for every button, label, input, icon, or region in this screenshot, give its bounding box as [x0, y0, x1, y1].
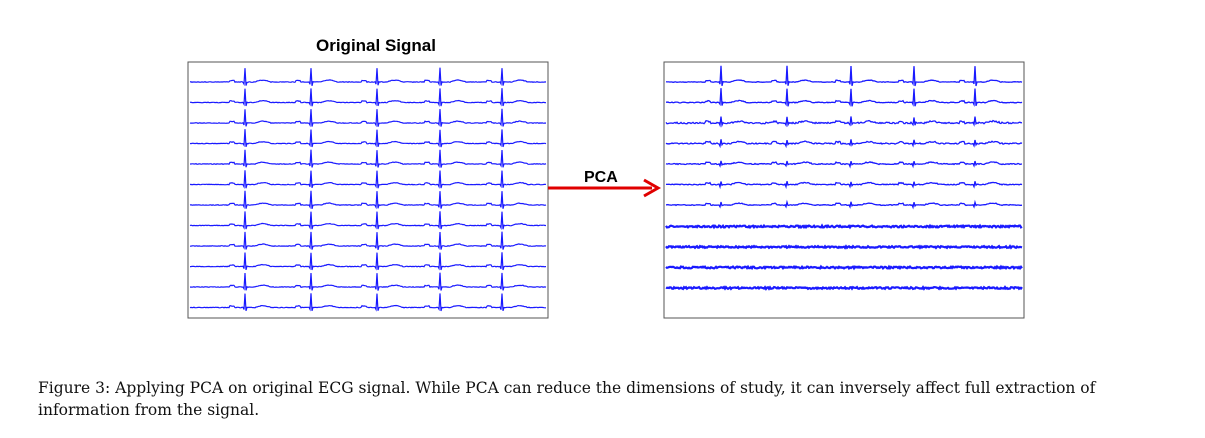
original-ecg-trace	[189, 211, 546, 231]
pca-component-trace	[666, 88, 1023, 108]
pca-component-trace	[665, 139, 1023, 149]
pca-component-trace	[665, 181, 1023, 190]
pca-arrow-label: PCA	[584, 169, 618, 186]
pca-noise-component-trace	[665, 264, 1023, 271]
original-ecg-trace	[190, 149, 547, 169]
original-ecg-trace	[189, 88, 547, 108]
figure-canvas	[187, 61, 1025, 319]
pca-component-trace	[666, 199, 1023, 210]
pca-arrow	[548, 178, 662, 198]
original-ecg-trace	[189, 108, 547, 128]
pca-component-trace	[665, 65, 1023, 87]
original-ecg-trace	[189, 190, 547, 210]
pca-output-panel	[663, 61, 1025, 319]
pca-noise-component-trace	[665, 223, 1023, 230]
original-ecg-trace	[189, 129, 547, 148]
pca-component-trace	[665, 116, 1023, 128]
original-ecg-traces	[189, 67, 547, 312]
pca-noise-component-trace	[665, 244, 1023, 250]
original-ecg-trace	[189, 272, 547, 291]
original-ecg-trace	[189, 293, 546, 312]
pca-component-traces	[665, 65, 1023, 291]
original-ecg-trace	[189, 170, 547, 189]
figure-caption: Figure 3: Applying PCA on original ECG s…	[38, 379, 1096, 419]
original-ecg-trace	[190, 252, 546, 271]
original-ecg-trace	[189, 231, 547, 250]
pca-component-trace	[665, 160, 1023, 169]
original-ecg-trace	[189, 67, 547, 87]
pca-noise-component-trace	[665, 285, 1023, 291]
original-signal-title: Original Signal	[316, 36, 436, 55]
original-signal-panel	[187, 61, 549, 319]
